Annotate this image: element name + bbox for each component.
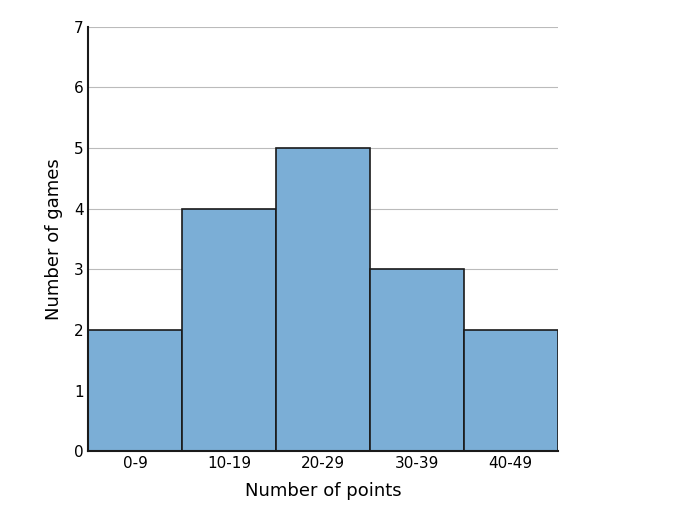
Y-axis label: Number of games: Number of games [45, 158, 63, 320]
Bar [464, 330, 558, 451]
Bar [182, 209, 276, 451]
X-axis label: Number of points: Number of points [245, 482, 401, 500]
Bar [276, 148, 370, 451]
Bar [88, 330, 182, 451]
Bar [370, 269, 464, 451]
